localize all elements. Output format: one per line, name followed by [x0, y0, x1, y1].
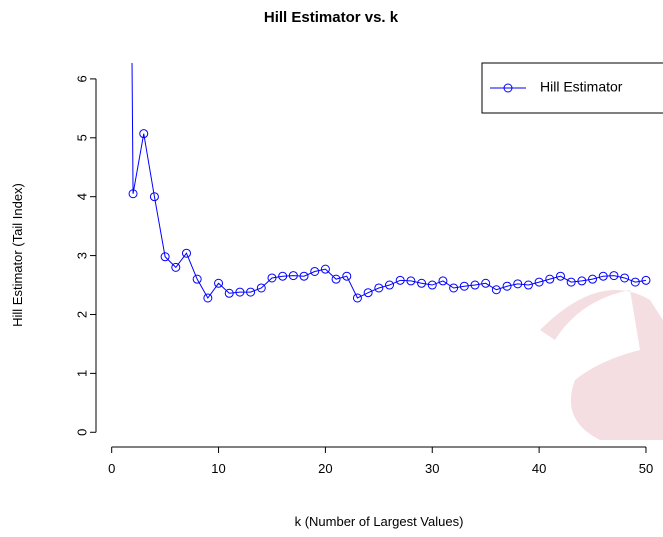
- data-point: [288, 271, 298, 281]
- data-point: [598, 271, 608, 281]
- data-point: [181, 248, 191, 258]
- y-tick-label: 1: [74, 370, 89, 377]
- data-point: [224, 288, 234, 298]
- data-point: [139, 129, 149, 139]
- y-tick-label: 4: [74, 193, 89, 200]
- data-point: [502, 281, 512, 291]
- data-point: [395, 275, 405, 285]
- data-point: [310, 266, 320, 276]
- data-point: [491, 285, 501, 295]
- data-point: [406, 276, 416, 286]
- y-axis-label: Hill Estimator (Tail Index): [10, 183, 25, 327]
- y-tick-label: 3: [74, 252, 89, 259]
- data-point: [449, 283, 459, 293]
- x-tick-label: 30: [425, 461, 439, 476]
- x-tick-label: 0: [108, 461, 115, 476]
- chart-title: Hill Estimator vs. k: [264, 9, 399, 26]
- x-tick-label: 40: [532, 461, 546, 476]
- data-point: [256, 283, 266, 293]
- data-point: [214, 278, 224, 288]
- data-point: [331, 274, 341, 284]
- data-point: [352, 293, 362, 303]
- data-point: [609, 271, 619, 281]
- data-point: [203, 293, 213, 303]
- y-tick-label: 6: [74, 75, 89, 82]
- data-point: [192, 274, 202, 284]
- data-point: [630, 277, 640, 287]
- data-point: [246, 287, 256, 297]
- legend-label: Hill Estimator: [540, 79, 623, 95]
- y-tick-label: 2: [74, 311, 89, 318]
- x-tick-label: 50: [639, 461, 653, 476]
- data-point: [641, 275, 651, 285]
- data-point: [534, 277, 544, 287]
- data-point: [577, 276, 587, 286]
- data-point: [427, 280, 437, 290]
- data-point: [470, 280, 480, 290]
- data-point: [278, 271, 288, 281]
- data-point: [342, 271, 352, 281]
- data-point: [171, 262, 181, 272]
- data-point: [523, 280, 533, 290]
- plot-area: [128, 63, 651, 303]
- data-point: [620, 273, 630, 283]
- x-tick-label: 20: [318, 461, 332, 476]
- data-point: [374, 283, 384, 293]
- legend-marker: [503, 83, 513, 93]
- data-point: [160, 252, 170, 262]
- y-tick-label: 5: [74, 134, 89, 141]
- data-point: [459, 281, 469, 291]
- data-point: [545, 274, 555, 284]
- data-point: [417, 278, 427, 288]
- data-point: [566, 277, 576, 287]
- x-axis-label: k (Number of Largest Values): [295, 514, 464, 529]
- x-tick-label: 10: [211, 461, 225, 476]
- data-point: [513, 279, 523, 289]
- data-point: [235, 287, 245, 297]
- data-point: [588, 274, 598, 284]
- data-point: [299, 271, 309, 281]
- data-point: [385, 280, 395, 290]
- data-point: [320, 264, 330, 274]
- series-line: [131, 63, 647, 299]
- data-point: [438, 276, 448, 286]
- data-point: [267, 273, 277, 283]
- data-point: [363, 288, 373, 298]
- data-point: [481, 278, 491, 288]
- watermark: [540, 290, 663, 440]
- data-point: [149, 192, 159, 202]
- data-point: [555, 271, 565, 281]
- y-tick-label: 0: [74, 429, 89, 436]
- data-point: [128, 189, 138, 199]
